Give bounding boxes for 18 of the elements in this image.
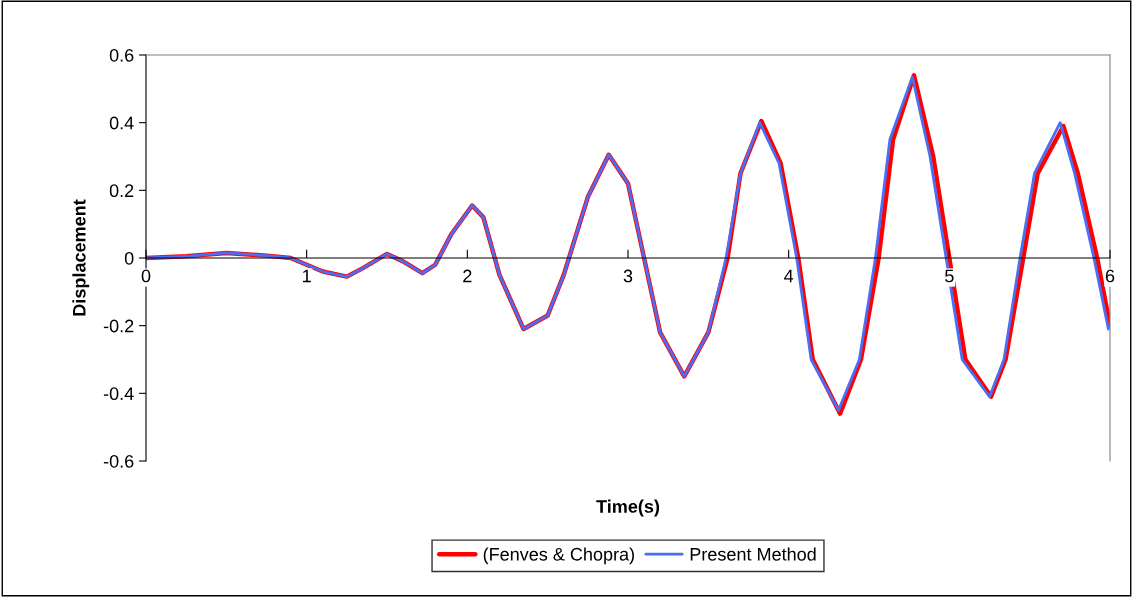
y-tick-label: 0 bbox=[124, 251, 134, 265]
y-tick-label: -0.2 bbox=[103, 319, 134, 333]
x-tick-label: 1 bbox=[303, 269, 311, 283]
x-tick-label: 0 bbox=[141, 269, 151, 283]
y-tick-label: 0.2 bbox=[109, 184, 134, 198]
x-tick-label: 6 bbox=[1105, 269, 1115, 283]
y-tick-label: -0.4 bbox=[103, 387, 134, 401]
legend-label: (Fenves & Chopra) bbox=[483, 547, 634, 565]
y-tick-label: 0.4 bbox=[109, 116, 134, 130]
x-tick-label: 4 bbox=[784, 269, 794, 283]
x-tick-label: 2 bbox=[463, 269, 472, 283]
y-tick-label: 0.6 bbox=[109, 48, 134, 62]
y-tick-label: -0.6 bbox=[103, 454, 134, 468]
x-axis-title: Time(s) bbox=[596, 499, 660, 517]
legend-label: Present Method bbox=[690, 547, 816, 561]
x-tick-label: 5 bbox=[945, 269, 954, 283]
y-axis-title: Displacement bbox=[72, 199, 90, 316]
x-tick-label: 3 bbox=[623, 269, 633, 283]
